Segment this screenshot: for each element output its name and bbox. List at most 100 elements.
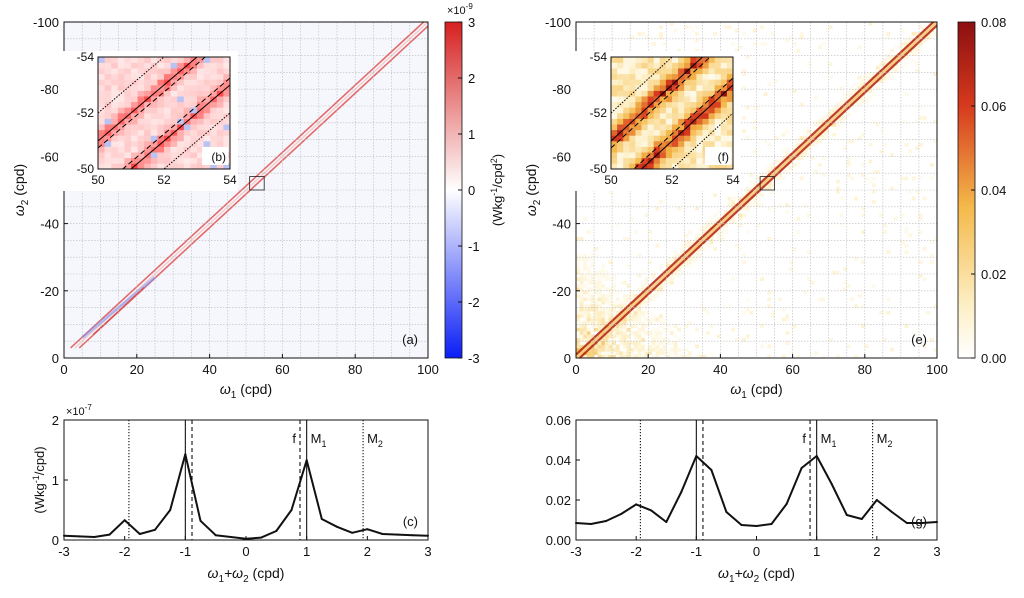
inset-frame — [610, 56, 734, 170]
heat-cell — [781, 132, 786, 137]
heat-cell — [922, 116, 927, 120]
heat-cell — [886, 58, 891, 63]
heat-cell — [590, 334, 595, 339]
inset-cell — [197, 96, 204, 103]
heat-cell — [586, 294, 591, 298]
inset-cell — [117, 68, 125, 75]
heat-cell — [904, 250, 909, 255]
heat-cell — [832, 122, 837, 127]
heat-cell — [861, 213, 866, 218]
inset-cell — [641, 113, 648, 119]
inset-cell — [665, 107, 673, 114]
heat-cell — [720, 213, 725, 218]
heat-cell — [622, 337, 627, 342]
heat-cell — [622, 354, 627, 358]
inset-cell — [170, 101, 178, 108]
heat-cell — [680, 250, 685, 255]
inset-cell — [164, 113, 171, 119]
heat-cell — [918, 176, 923, 181]
inset-cell — [641, 146, 648, 153]
inset-cell — [720, 129, 728, 136]
inset-cell — [124, 57, 132, 63]
inset-cell — [197, 62, 204, 69]
heat-cell — [915, 119, 920, 124]
heat-cell — [850, 89, 855, 93]
data-point — [770, 523, 773, 525]
heat-cell — [853, 196, 858, 201]
data-point — [725, 511, 728, 513]
inset-cell — [665, 62, 673, 69]
y-axis-label-part: /cpd) — [32, 446, 47, 475]
inset-cell — [177, 129, 185, 136]
inset-cell — [210, 79, 218, 86]
inset-cell — [714, 129, 722, 136]
heat-cell — [846, 95, 851, 100]
inset-cell — [623, 57, 630, 63]
inset-cell — [177, 118, 185, 125]
inset-cell — [117, 73, 125, 80]
heat-cell — [601, 324, 606, 329]
heat-cell — [586, 297, 591, 302]
colorbar-tick-label: -2 — [468, 295, 480, 310]
colorbar-tick-label: 0.00 — [981, 351, 1006, 366]
heat-cell — [640, 287, 645, 292]
x-tick-label: -2 — [119, 544, 131, 559]
heat-cell — [601, 321, 606, 325]
inset-cell — [131, 146, 138, 153]
heat-cell — [655, 287, 660, 292]
heat-cell — [590, 354, 595, 358]
annotation-text: f — [802, 431, 806, 446]
heat-cell — [695, 237, 700, 241]
heat-cell — [669, 341, 674, 345]
heat-cell — [742, 193, 746, 198]
heat-cell — [673, 344, 678, 349]
inset-cell — [111, 79, 119, 86]
heat-cell — [659, 25, 663, 30]
inset-cell — [720, 113, 728, 119]
heat-cell — [861, 79, 866, 83]
heat-cell — [839, 223, 844, 228]
inset-cell — [183, 146, 191, 153]
inset-cell — [611, 79, 618, 86]
inset-cell — [684, 85, 691, 91]
inset-cell — [117, 107, 125, 114]
heat-cell — [662, 284, 667, 288]
heat-cell — [583, 354, 588, 358]
heat-cell — [579, 307, 584, 312]
heat-cell — [619, 307, 624, 312]
inset-cell — [137, 107, 145, 114]
heat-cell — [835, 119, 840, 124]
inset-cell — [177, 90, 185, 97]
heat-cell — [677, 267, 681, 271]
inset-cell — [197, 118, 204, 125]
heat-cell — [622, 297, 627, 302]
heat-cell — [590, 280, 595, 285]
heat-cell — [608, 304, 613, 308]
annotation-subscript: 1 — [832, 439, 837, 449]
heat-cell — [821, 156, 826, 161]
x-tick-label: -2 — [630, 544, 642, 559]
heat-cell — [835, 190, 840, 194]
inset-cell — [137, 135, 145, 142]
x-tick-label: 2 — [873, 544, 880, 559]
inset-cell — [144, 146, 152, 153]
data-point — [336, 525, 338, 528]
heat-cell — [640, 300, 645, 305]
inset-cell — [708, 124, 715, 131]
data-point — [635, 503, 638, 506]
inset-cell — [690, 68, 697, 75]
heat-cell — [760, 176, 765, 181]
inset-cell — [714, 135, 722, 142]
heat-cell — [716, 230, 721, 234]
heat-cell — [843, 287, 848, 292]
heat-cell — [695, 32, 700, 36]
heat-cell — [796, 142, 801, 147]
y-tick-label: 0 — [52, 351, 59, 366]
heat-cell — [608, 334, 613, 339]
x-axis-subscript: 2 — [754, 574, 760, 585]
heat-cell — [615, 300, 620, 305]
inset-cell — [117, 85, 125, 91]
inset-cell — [190, 124, 198, 131]
heat-cell — [785, 129, 790, 134]
